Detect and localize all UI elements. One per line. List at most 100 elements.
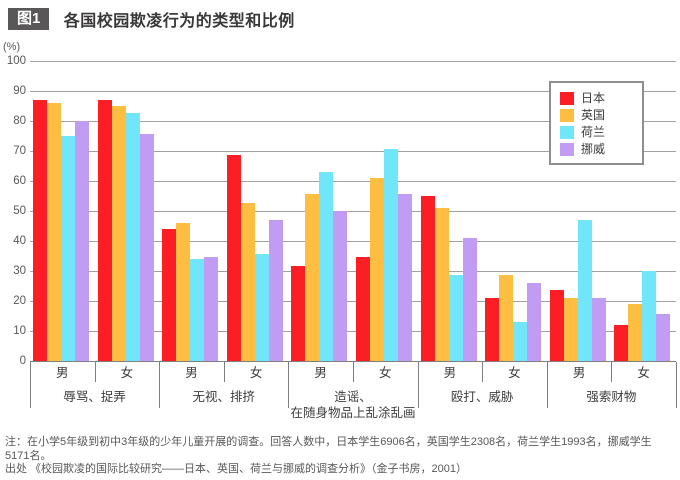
x-subgroup-label: 女 — [637, 366, 650, 380]
bar — [577, 220, 592, 361]
bar — [111, 106, 126, 361]
x-group-label: 辱骂、捉弄 — [30, 389, 159, 405]
chart-legend: 日本 英国 荷兰 挪威 — [549, 81, 644, 165]
x-group-label-line: 强索财物 — [586, 390, 637, 404]
male-female-separator — [94, 362, 96, 382]
x-group-label: 造谣、在随身物品上乱涂乱画 — [288, 389, 417, 421]
x-group-label-line: 无视、排挤 — [192, 390, 256, 404]
x-group-label-line: 造谣、 — [334, 390, 372, 404]
bar — [448, 275, 463, 361]
bar — [33, 100, 47, 361]
bar — [333, 211, 348, 361]
x-group-label-line: 殴打、威胁 — [450, 390, 514, 404]
x-subgroup-label: 男 — [443, 366, 457, 380]
male-female-separator — [223, 362, 225, 382]
legend-item: 日本 — [560, 90, 634, 106]
footnote-source: 出处 《校园欺凌的国际比较研究——日本、英国、荷兰与挪威的调查分析》（金子书房，… — [5, 463, 468, 475]
x-group-label: 无视、排挤 — [159, 389, 288, 405]
gridline — [30, 61, 676, 62]
bar — [614, 325, 629, 361]
y-tick-label: 0 — [19, 355, 26, 367]
gridline — [30, 271, 676, 272]
bar — [305, 194, 320, 361]
bar — [356, 257, 370, 361]
male-female-separator — [611, 362, 613, 382]
legend-color-swatch — [560, 108, 574, 122]
y-tick-label: 40 — [13, 235, 26, 247]
gridline — [30, 151, 676, 152]
footnotes: 注：在小学5年级到初中3年级的少年儿童开展的调查。回答人数中，日本学生6906名… — [5, 436, 677, 477]
bar — [656, 314, 671, 361]
bar — [434, 208, 449, 361]
footnote-note-line-2: 5171名。 — [5, 449, 52, 462]
figure-header: 图1 各国校园欺凌行为的类型和比例 — [8, 7, 295, 31]
y-tick-label: 30 — [13, 265, 26, 277]
gridline — [30, 121, 676, 122]
bar — [642, 271, 657, 361]
bar-chart-plot-area — [30, 61, 676, 362]
gridline — [30, 241, 676, 242]
x-subgroup-label: 男 — [56, 366, 69, 380]
bar — [162, 229, 177, 361]
bar — [462, 238, 477, 361]
bar — [485, 298, 500, 361]
y-tick-label: 50 — [13, 205, 26, 217]
x-subgroup-label: 男 — [572, 366, 586, 380]
y-tick-label: 90 — [13, 85, 26, 97]
gridline — [30, 91, 676, 92]
y-tick-label: 60 — [13, 175, 26, 187]
page-title: 各国校园欺凌行为的类型和比例 — [63, 13, 295, 30]
x-group-label: 殴打、威胁 — [418, 389, 547, 405]
bar — [628, 304, 643, 361]
x-subgroup-label: 男 — [314, 366, 327, 380]
bar — [176, 223, 191, 361]
legend-color-swatch — [560, 91, 574, 105]
legend-label: 英国 — [581, 108, 606, 122]
y-tick-label: 100 — [6, 55, 26, 67]
legend-color-swatch — [560, 125, 574, 139]
bar — [240, 203, 255, 361]
male-female-separator — [353, 362, 354, 382]
bar — [420, 196, 435, 361]
bar — [75, 121, 89, 361]
bar — [268, 220, 283, 361]
group-separator — [546, 362, 548, 408]
x-subgroup-label: 男 — [185, 366, 198, 380]
male-female-separator — [482, 362, 484, 382]
legend-item: 荷兰 — [560, 124, 634, 140]
bar — [527, 283, 542, 361]
legend-item: 英国 — [560, 107, 634, 123]
group-separator — [676, 362, 677, 408]
bar — [61, 136, 75, 361]
bar — [563, 298, 578, 361]
y-axis-unit-label: (%) — [3, 41, 21, 53]
x-group-label: 强索财物 — [547, 389, 676, 405]
bar — [499, 275, 514, 361]
y-tick-label: 10 — [13, 325, 26, 337]
x-subgroup-label: 女 — [120, 366, 134, 380]
bar — [384, 149, 398, 361]
y-tick-label: 80 — [13, 115, 26, 127]
x-subgroup-label: 女 — [249, 366, 263, 380]
group-separator — [417, 362, 419, 408]
legend-label: 荷兰 — [581, 125, 606, 139]
bar — [139, 134, 154, 361]
gridline — [30, 181, 676, 182]
bar — [226, 155, 241, 361]
footnote-note-line-1: 注：在小学5年级到初中3年级的少年儿童开展的调查。回答人数中，日本学生6906名… — [5, 436, 652, 448]
bar — [125, 113, 140, 361]
bar — [591, 298, 606, 361]
bar — [190, 259, 205, 361]
bar — [319, 172, 334, 361]
group-separator — [288, 362, 290, 408]
bar — [513, 322, 528, 361]
gridline — [30, 211, 676, 212]
gridline — [30, 301, 676, 302]
y-tick-label: 70 — [13, 145, 26, 157]
group-separator — [159, 362, 161, 408]
bar — [398, 194, 412, 361]
x-group-label-line: 在随身物品上乱涂乱画 — [290, 406, 416, 420]
legend-item: 挪威 — [560, 141, 634, 157]
legend-label: 日本 — [581, 91, 606, 105]
legend-label: 挪威 — [581, 142, 606, 156]
